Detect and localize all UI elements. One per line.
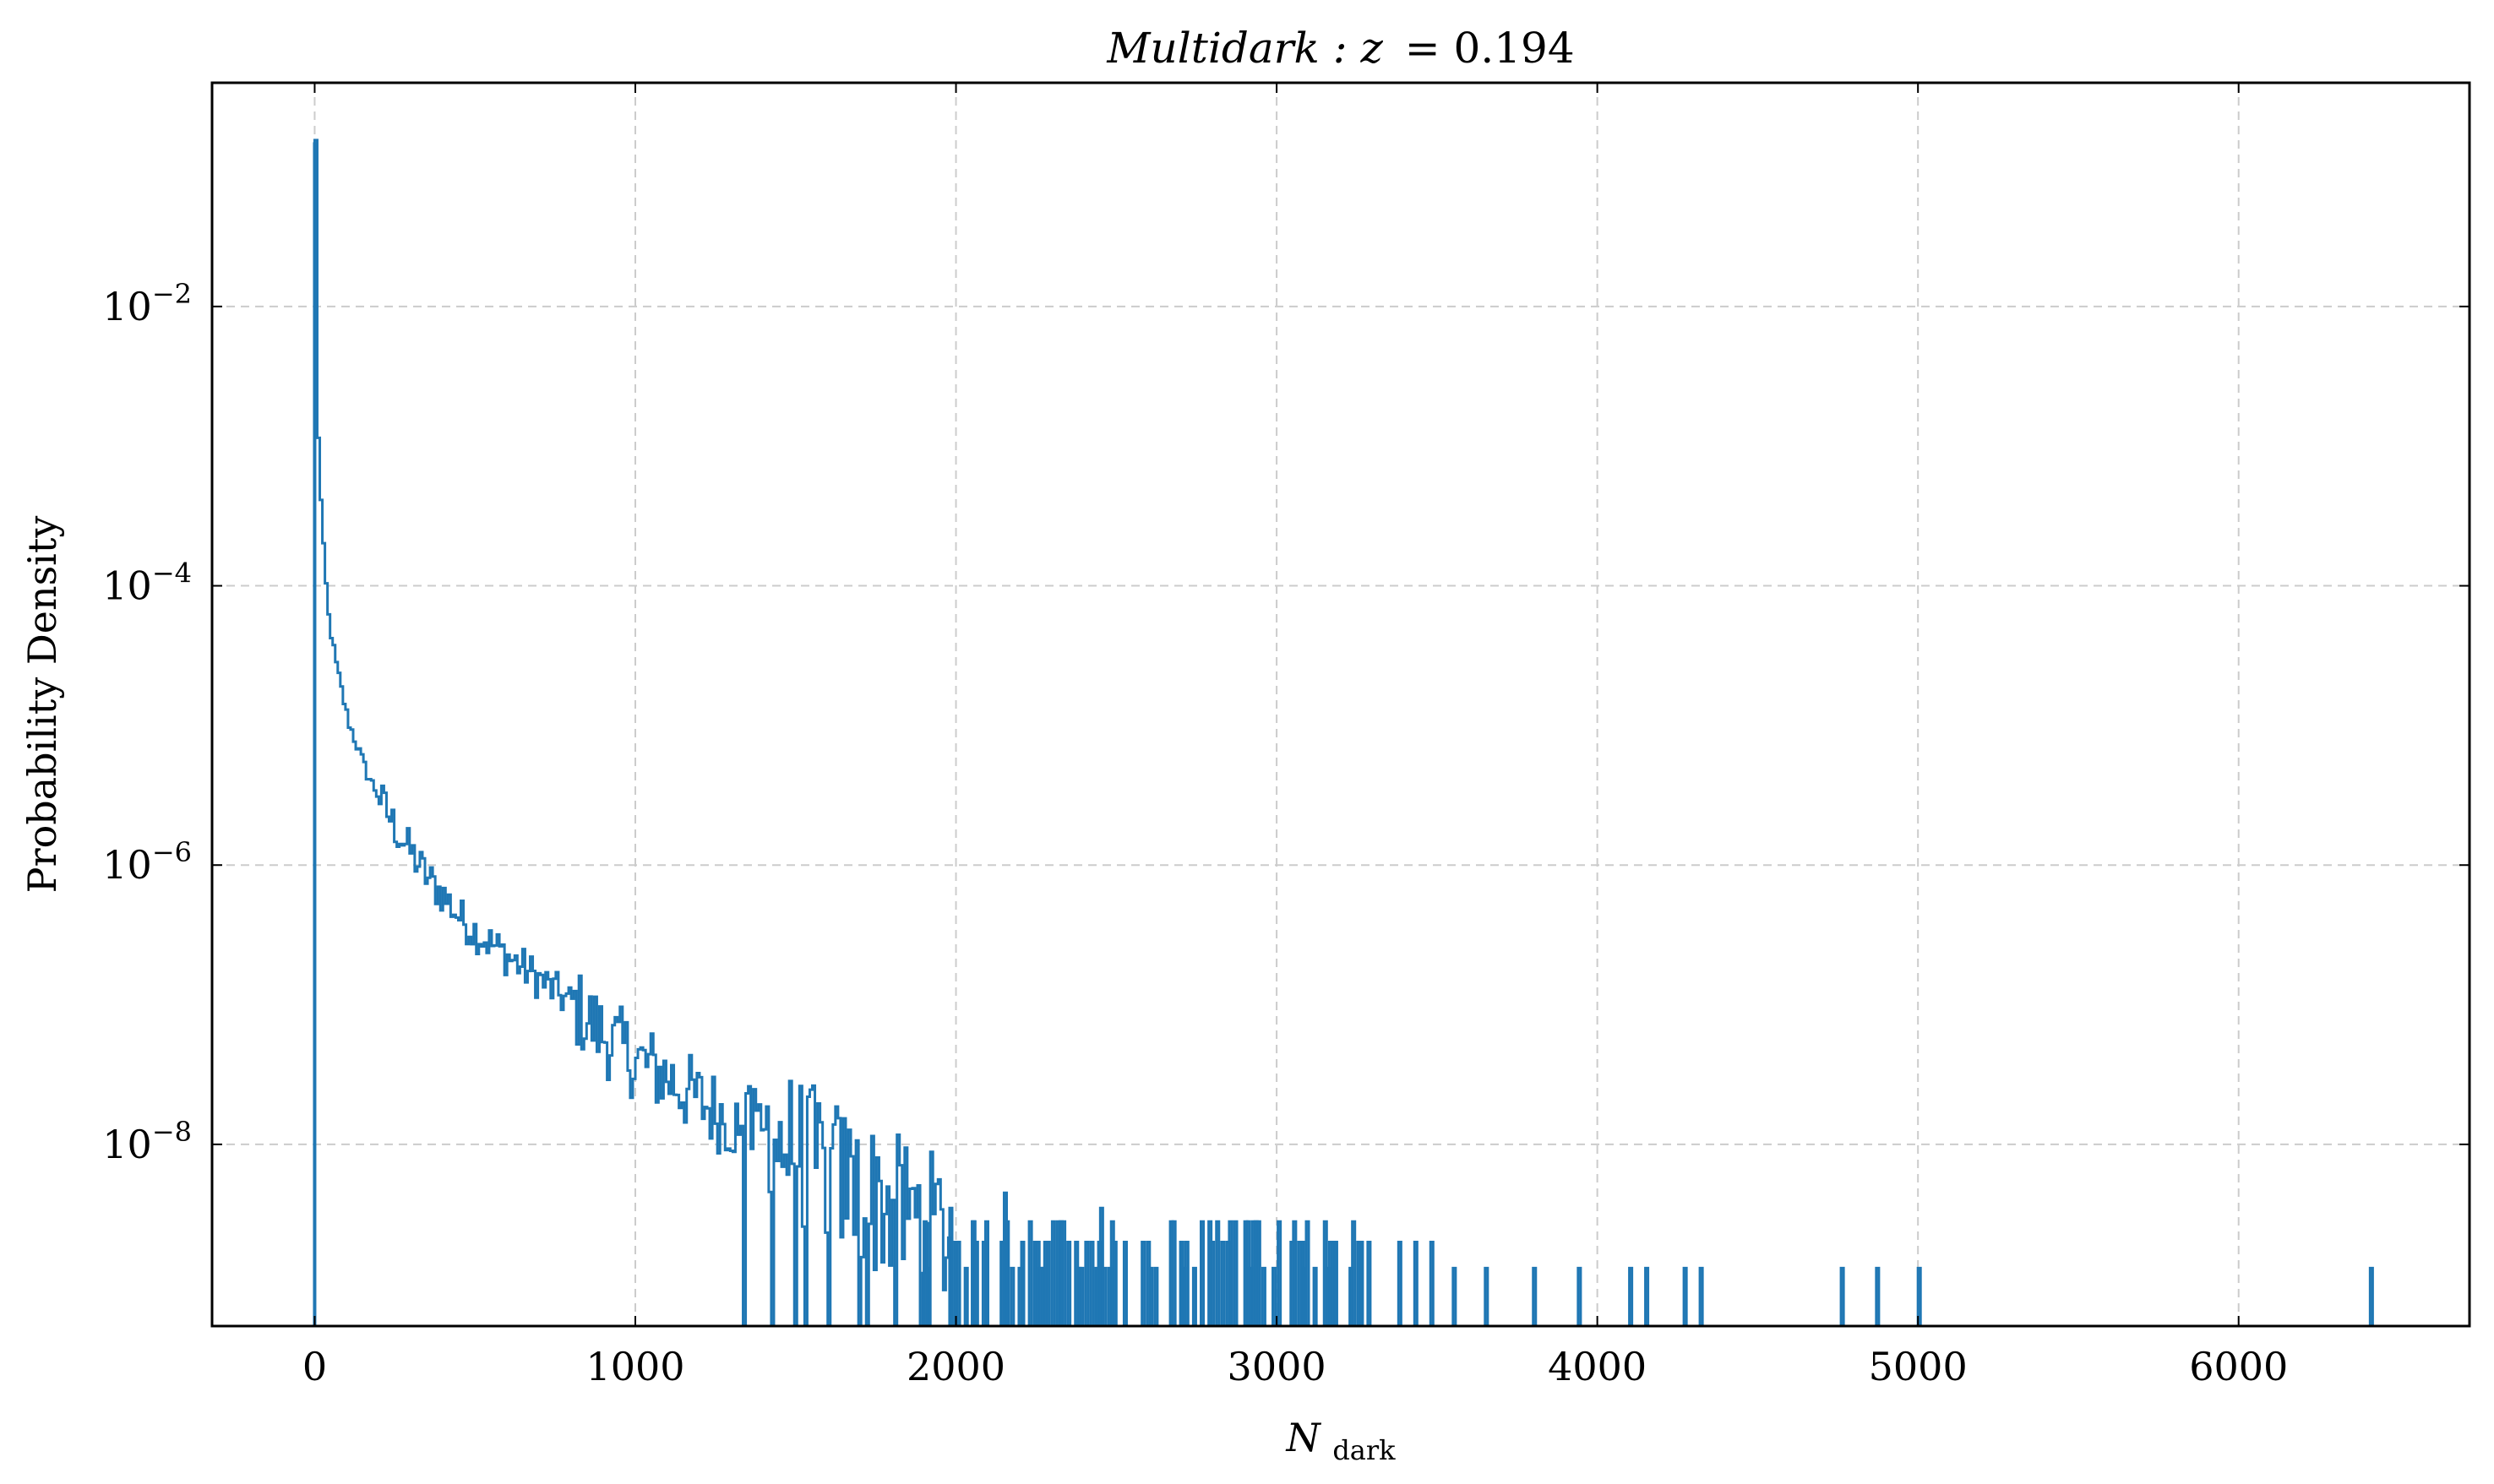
histogram-bin (1277, 1220, 1282, 1326)
x-tick-label: 1000 (585, 1344, 684, 1389)
histogram-spike (1628, 1266, 1634, 1326)
histogram-bin (1220, 1240, 1226, 1326)
histogram-bin (956, 1240, 961, 1326)
histogram-spike (971, 1220, 977, 1326)
histogram-spike (1576, 1266, 1582, 1326)
histogram-bin (1061, 1220, 1067, 1326)
histogram-bin (1191, 1266, 1197, 1326)
y-tick-label: 10−4 (102, 557, 192, 609)
histogram-bin (1304, 1220, 1310, 1326)
histogram-bin (1292, 1220, 1298, 1326)
y-tick-label: 10−6 (102, 836, 192, 888)
grid-lines (212, 83, 2469, 1326)
histogram-bin (1148, 1266, 1154, 1326)
x-tick-label: 2000 (907, 1344, 1005, 1389)
histogram-bin (1200, 1220, 1206, 1326)
histogram-bin (1332, 1240, 1338, 1326)
histogram-bin (1153, 1266, 1159, 1326)
histogram-bin (1084, 1240, 1090, 1326)
histogram-spike (1429, 1240, 1435, 1326)
histogram-bin (1079, 1266, 1085, 1326)
plot-frame (210, 81, 2471, 1328)
histogram-spike (1916, 1266, 1922, 1326)
histogram-spike (2368, 1266, 2374, 1326)
title-italic: Multidark : z (1106, 24, 1383, 73)
histogram-spike (1839, 1266, 1845, 1326)
histogram-bin (1112, 1240, 1118, 1326)
histogram-spike (1532, 1266, 1538, 1326)
x-axis-label-main: N (1285, 1415, 1321, 1460)
histogram-bin (1228, 1220, 1233, 1326)
histogram-bin (1045, 1240, 1051, 1326)
y-axis-label: Probability Density (19, 516, 65, 894)
histogram-spike (1451, 1266, 1457, 1326)
histogram-bin (1312, 1266, 1318, 1326)
histogram-spike (1179, 1240, 1184, 1326)
histogram-spike (948, 1206, 954, 1326)
x-tick-label: 3000 (1228, 1344, 1326, 1389)
histogram-spike (1359, 1240, 1364, 1326)
histogram-bin (1366, 1240, 1372, 1326)
histogram-step-line (313, 139, 956, 1328)
histogram-spike (1682, 1266, 1688, 1326)
x-axis-label: N dark (1285, 1415, 1396, 1466)
chart-title: Multidark : z = 0.194 (1106, 24, 1574, 73)
histogram-spike (1397, 1240, 1402, 1326)
x-tick-labels: 0 1000 2000 3000 4000 5000 6000 (302, 1344, 2288, 1389)
histogram-spike (1644, 1266, 1650, 1326)
y-tick-label: 10−2 (102, 278, 192, 329)
histogram-bin (1027, 1220, 1033, 1326)
y-tick-label: 10−8 (102, 1116, 192, 1167)
histogram-bin (983, 1220, 989, 1326)
histogram-bin (925, 1266, 931, 1326)
histogram-spike (1484, 1266, 1489, 1326)
x-tick-label: 6000 (2189, 1344, 2288, 1389)
histogram-bin (1010, 1266, 1016, 1326)
histogram-bin (1272, 1266, 1277, 1326)
histogram-bin (1351, 1220, 1357, 1326)
histogram-bin (1066, 1240, 1072, 1326)
histogram-bin (1171, 1220, 1177, 1326)
axis-ticks (212, 83, 2469, 1326)
histogram-spike (1098, 1206, 1104, 1326)
x-axis-label-sub: dark (1332, 1434, 1396, 1466)
histogram-bin (1141, 1240, 1146, 1326)
x-tick-label: 5000 (1869, 1344, 1968, 1389)
histogram-series (313, 139, 2374, 1328)
histogram-spike (1243, 1220, 1249, 1326)
histogram-bin (1261, 1266, 1266, 1326)
histogram-bin (963, 1266, 969, 1326)
x-tick-label: 4000 (1548, 1344, 1647, 1389)
histogram-bin (1210, 1240, 1216, 1326)
x-tick-label: 0 (302, 1344, 327, 1389)
y-tick-labels: 10−8 10−6 10−4 10−2 (102, 278, 192, 1167)
histogram-spike (1875, 1266, 1881, 1326)
histogram-bin (1089, 1240, 1095, 1326)
histogram-spike (1698, 1266, 1704, 1326)
histogram-bin (1184, 1240, 1190, 1326)
histogram-bin (1233, 1220, 1239, 1326)
histogram-spike (1002, 1191, 1009, 1326)
histogram-spike (1050, 1220, 1056, 1326)
histogram-bin (1020, 1240, 1026, 1326)
histogram-spike (1413, 1240, 1419, 1326)
title-value: = 0.194 (1405, 24, 1575, 73)
histogram-bin (1122, 1240, 1128, 1326)
histogram-bin (1255, 1220, 1261, 1326)
histogram-bin (1215, 1220, 1221, 1326)
